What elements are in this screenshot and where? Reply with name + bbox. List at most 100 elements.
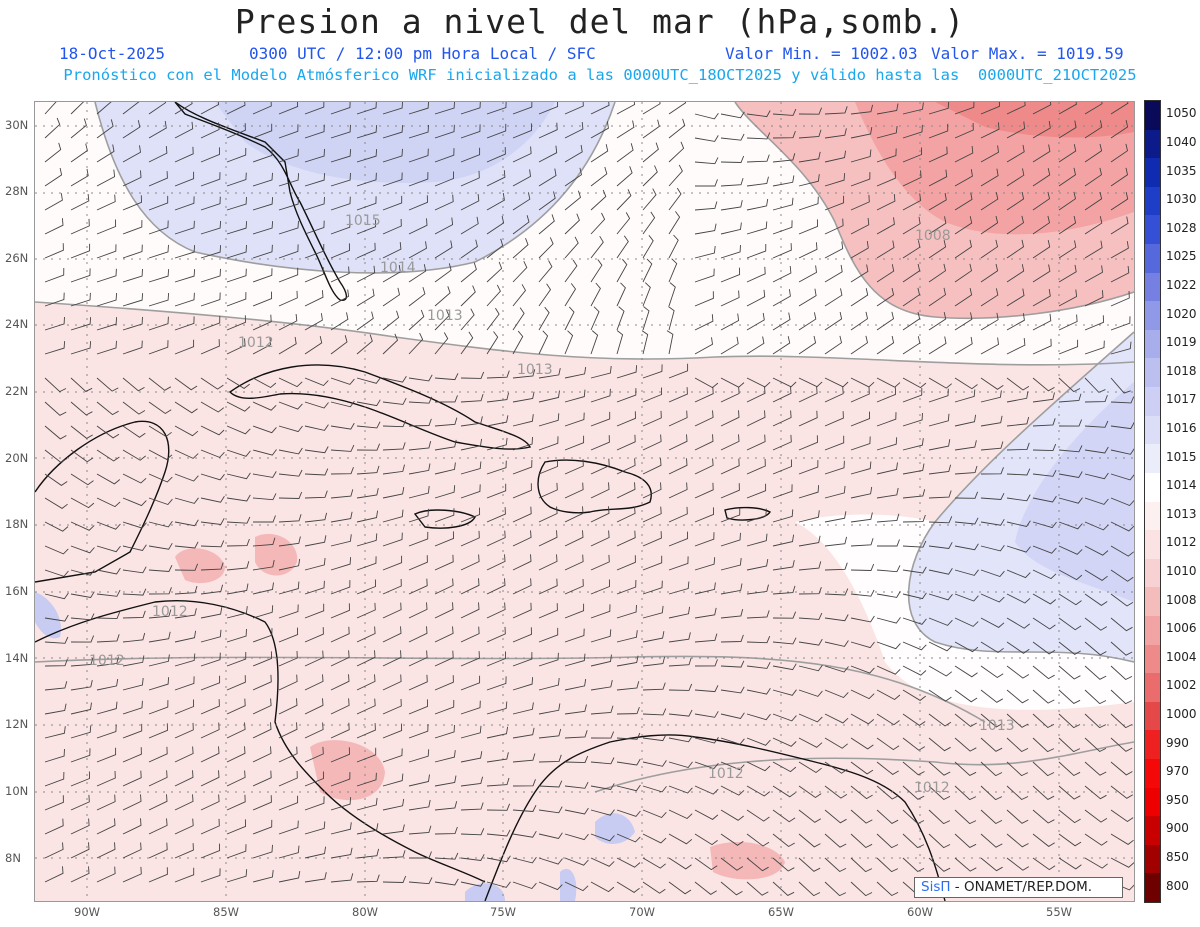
colorbar-label: 990 bbox=[1166, 735, 1189, 750]
wind-barb bbox=[44, 592, 69, 600]
wind-barb bbox=[200, 172, 221, 187]
wind-barb bbox=[824, 640, 849, 647]
wind-barb bbox=[96, 317, 118, 331]
wind-barb bbox=[642, 760, 667, 767]
wind-barb bbox=[954, 377, 978, 390]
wind-barb bbox=[720, 881, 743, 896]
wind-barb bbox=[1032, 689, 1055, 704]
wind-barb bbox=[408, 508, 429, 523]
wind-barb bbox=[408, 555, 428, 571]
colorbar-label: 1008 bbox=[1166, 592, 1197, 607]
wind-barb bbox=[434, 578, 454, 595]
wind-barb bbox=[304, 220, 325, 235]
wind-barb bbox=[564, 704, 587, 715]
colorbar-swatch bbox=[1145, 101, 1160, 131]
wind-barb bbox=[512, 830, 537, 838]
wind-barb bbox=[694, 507, 714, 523]
wind-barb bbox=[772, 377, 797, 388]
wind-barb bbox=[798, 129, 822, 139]
wind-barb bbox=[668, 606, 691, 619]
wind-barb bbox=[590, 144, 609, 163]
wind-barb bbox=[70, 401, 93, 416]
wind-barb bbox=[720, 200, 743, 211]
wind-barb bbox=[772, 761, 797, 773]
wind-barb bbox=[590, 857, 615, 867]
wind-barb bbox=[304, 336, 323, 355]
wind-barb bbox=[96, 589, 121, 597]
contour-label: 1012 bbox=[708, 766, 744, 782]
wind-barb bbox=[798, 242, 818, 259]
wind-barb bbox=[174, 316, 195, 331]
wind-barb bbox=[668, 187, 682, 211]
wind-barb bbox=[746, 198, 769, 211]
wind-barb bbox=[96, 724, 117, 739]
wind-barb bbox=[356, 533, 378, 547]
wind-barb bbox=[122, 473, 147, 484]
wind-barb bbox=[616, 388, 637, 403]
wind-barb bbox=[1084, 240, 1103, 259]
wind-barb bbox=[772, 434, 792, 451]
wind-barb bbox=[330, 534, 352, 547]
wind-barb bbox=[148, 794, 168, 811]
wind-barb bbox=[252, 605, 274, 619]
wind-barb bbox=[564, 807, 589, 815]
wind-barb bbox=[850, 809, 873, 824]
wind-barb bbox=[226, 722, 246, 739]
colorbar bbox=[1144, 100, 1161, 903]
wind-barb bbox=[824, 761, 848, 774]
wind-barb bbox=[460, 507, 481, 523]
jamaica-coast bbox=[413, 509, 476, 529]
wind-barb bbox=[616, 258, 628, 283]
lat-label: 16N bbox=[5, 584, 29, 598]
wind-barb bbox=[1032, 545, 1057, 554]
wind-barb bbox=[798, 196, 819, 211]
wind-barb bbox=[434, 724, 455, 739]
wind-barb bbox=[226, 746, 246, 763]
wind-barb bbox=[746, 154, 770, 163]
wind-barb bbox=[460, 262, 477, 283]
wind-barb bbox=[954, 593, 979, 602]
wind-barb bbox=[980, 665, 1004, 679]
wind-barbs bbox=[44, 102, 1134, 897]
wind-barb bbox=[1058, 393, 1082, 403]
wind-barb bbox=[148, 770, 168, 787]
wind-barb bbox=[746, 132, 771, 140]
wind-barb bbox=[668, 735, 693, 743]
wind-barb bbox=[1084, 394, 1108, 403]
colorbar-swatch bbox=[1145, 615, 1160, 646]
wind-barb bbox=[720, 507, 741, 523]
wind-barb bbox=[486, 752, 509, 763]
wind-barb bbox=[408, 195, 428, 211]
wind-barb bbox=[70, 613, 95, 621]
wind-barb bbox=[1032, 443, 1057, 452]
wind-barb bbox=[408, 602, 428, 619]
wind-barb bbox=[668, 833, 693, 845]
wind-barb bbox=[798, 689, 823, 697]
wind-barb bbox=[460, 393, 484, 403]
wind-barb bbox=[1032, 338, 1052, 355]
contour-label: 1012 bbox=[152, 604, 188, 620]
wind-barb bbox=[666, 330, 674, 355]
wind-barb bbox=[304, 468, 329, 476]
wind-barb bbox=[382, 242, 402, 259]
wind-barb bbox=[590, 833, 615, 842]
wind-barb bbox=[200, 607, 223, 619]
contour-label: 1013 bbox=[427, 308, 463, 324]
wind-barb bbox=[253, 515, 276, 523]
wind-barb bbox=[460, 700, 481, 715]
wind-barb bbox=[928, 785, 951, 801]
wind-barb bbox=[486, 602, 506, 619]
wind-barb bbox=[1032, 569, 1057, 580]
wind-barb bbox=[304, 821, 326, 835]
coastlines bbox=[35, 102, 946, 901]
wind-barb bbox=[746, 559, 769, 571]
wind-barb bbox=[148, 425, 172, 438]
lat-label: 12N bbox=[5, 717, 29, 731]
wind-barb bbox=[1110, 665, 1133, 681]
wind-barb bbox=[746, 434, 766, 451]
wind-barb bbox=[174, 196, 195, 211]
wind-barb bbox=[200, 699, 220, 715]
wind-barb bbox=[382, 626, 402, 643]
wind-barb bbox=[980, 390, 1002, 403]
colorbar-label: 1028 bbox=[1166, 220, 1197, 235]
